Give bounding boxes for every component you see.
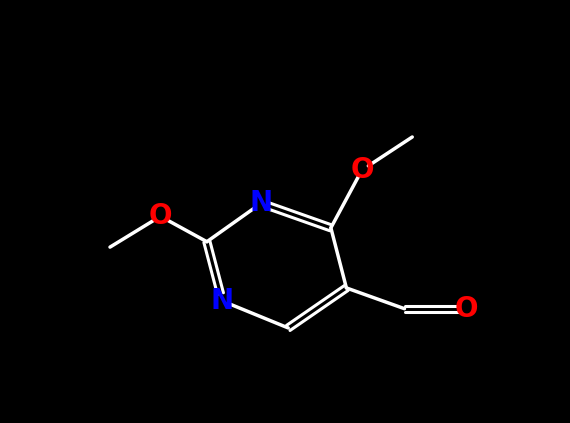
Text: O: O	[149, 202, 172, 230]
Text: N: N	[211, 287, 234, 315]
Text: N: N	[250, 189, 272, 217]
Text: O: O	[350, 156, 373, 184]
Text: O: O	[455, 295, 478, 323]
